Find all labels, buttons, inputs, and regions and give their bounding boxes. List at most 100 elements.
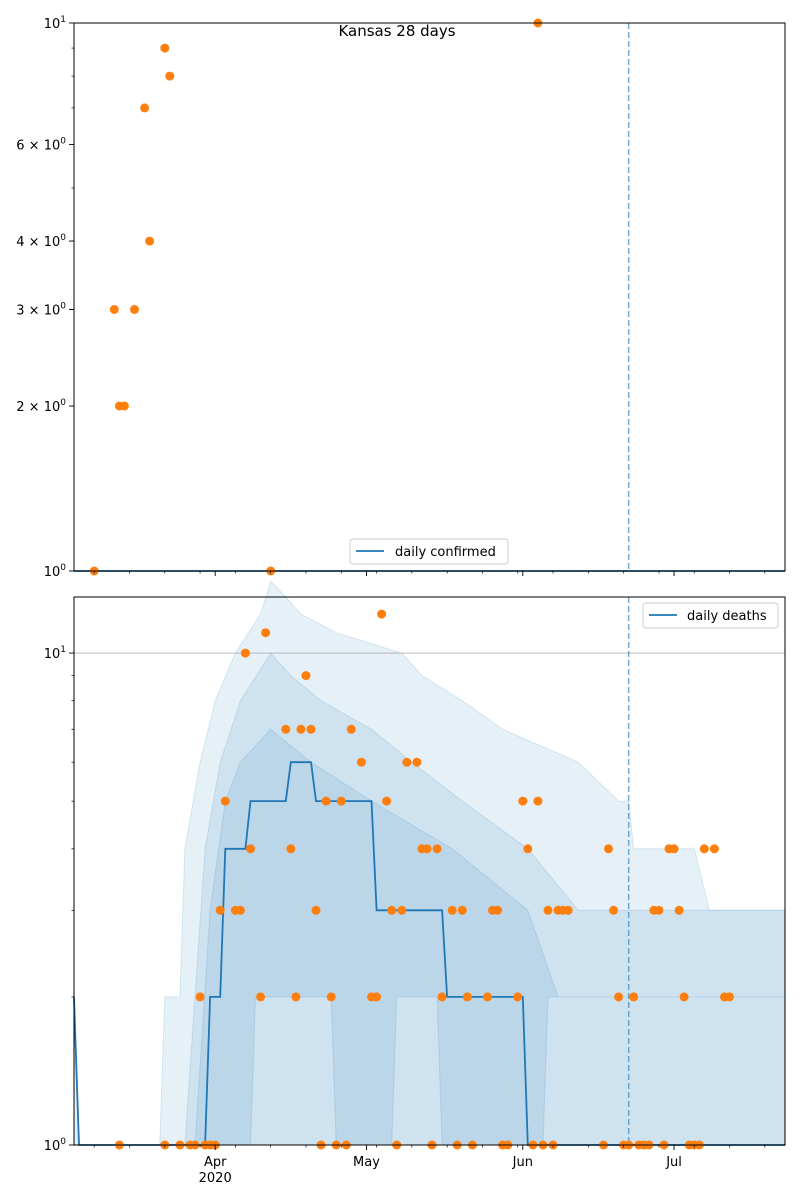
y-tick-label: 101 [44,645,66,662]
observed-point [346,724,356,734]
x-tick-year-label: 2020 [199,1171,232,1186]
observed-point [543,905,553,915]
y-tick-label-mantissa: 10 [44,1139,61,1154]
y-tick-label-exponent: 0 [60,137,66,147]
observed-point [457,905,467,915]
y-tick-label: 100 [44,1137,67,1154]
legend-box [349,538,509,565]
observed-point [397,905,407,915]
observed-point [220,796,230,806]
y-tick-label: 100 [44,563,67,580]
observed-point [119,401,129,411]
observed-point [563,905,573,915]
observed-point [240,648,250,658]
observed-point [145,236,155,246]
observed-point [412,757,422,767]
observed-point [669,844,679,854]
observed-point [614,992,624,1002]
series-line-daily-deaths [73,761,785,1146]
y-tick-label: 2 × 100 [16,398,66,415]
observed-point [130,305,139,314]
observed-point [447,905,457,915]
deaths-legend: daily deaths [642,602,779,629]
deaths-axes-frame [73,596,786,1146]
y-tick-label: 3 × 100 [16,302,66,319]
observed-point [306,724,316,734]
observed-point [493,905,503,915]
x-tick-label: Jul [665,1155,682,1170]
observed-point [674,905,684,915]
y-tick-label-exponent: 1 [60,645,66,655]
observed-point [165,71,175,81]
observed-point [321,796,331,806]
legend-entry-daily-confirmed: daily confirmed [395,545,496,560]
x-tick-label: May [353,1155,380,1170]
observed-point [518,796,528,806]
observed-point [523,844,533,854]
observed-point [513,992,523,1002]
y-tick-label-mantissa: 4 × 10 [16,235,60,250]
observed-point [336,796,346,806]
observed-point [109,305,119,314]
observed-point [235,905,245,915]
y-tick-label-exponent: 0 [60,1137,66,1147]
observed-point [296,724,306,734]
observed-point [256,992,266,1002]
uncertainty-band-3 [74,728,785,1146]
confirmed-axes-frame [73,22,786,572]
observed-point [679,992,689,1002]
observed-point [437,992,447,1002]
observed-point [387,905,397,915]
observed-point [604,844,613,854]
y-tick-label: 4 × 100 [16,233,66,250]
y-tick-label-mantissa: 3 × 10 [16,304,60,319]
observed-point [462,992,472,1002]
y-tick-label: 6 × 100 [16,137,66,154]
observed-point [215,905,225,915]
observed-point [372,992,382,1002]
y-tick-label-exponent: 1 [60,15,66,25]
observed-point [432,844,442,854]
observed-point [483,992,492,1002]
observed-point [699,844,709,854]
observed-point [709,844,719,854]
chart-title: Kansas 28 days [338,22,455,40]
observed-point [140,103,150,113]
x-tick-label: Apr [204,1155,227,1170]
y-tick-label-mantissa: 6 × 10 [16,139,60,154]
x-tick-label: Jun [512,1155,533,1170]
y-tick-label-exponent: 0 [60,398,66,408]
observed-point [291,992,301,1002]
y-tick-label: 101 [44,15,66,32]
observed-point [422,844,432,854]
observed-point [609,905,619,915]
observed-point [160,43,170,53]
observed-point [286,844,296,854]
observed-point [377,609,387,619]
y-tick-label-exponent: 0 [60,302,66,312]
observed-point [195,992,205,1002]
observed-point [311,905,321,915]
observed-point [654,905,664,915]
y-tick-label-mantissa: 10 [44,17,61,32]
legend-box [642,602,779,629]
observed-point [281,724,291,734]
legend-entry-daily-deaths: daily deaths [687,609,767,624]
confirmed-legend: daily confirmed [349,538,509,565]
observed-point [261,628,271,638]
observed-point [301,671,311,681]
observed-point [246,844,255,854]
y-tick-label-mantissa: 10 [44,647,61,662]
uncertainty-band-2 [74,652,786,1146]
observed-point [629,992,639,1002]
observed-point [533,796,543,806]
y-tick-label-mantissa: 2 × 10 [16,400,60,415]
observed-point [326,992,336,1002]
uncertainty-band-1 [73,580,786,1146]
observed-point [382,796,392,806]
y-tick-label-mantissa: 10 [44,565,61,580]
y-tick-label-exponent: 0 [60,233,66,243]
